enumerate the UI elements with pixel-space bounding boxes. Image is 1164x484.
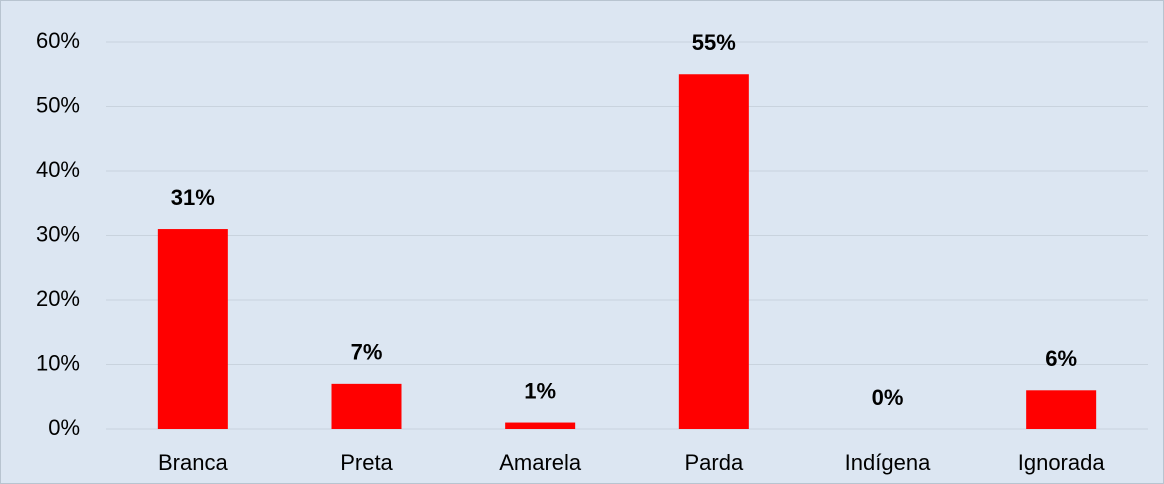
bar [1026,390,1097,429]
y-tick-label: 30% [36,221,80,246]
y-tick-label: 0% [48,415,80,440]
bar [678,74,749,429]
y-tick-label: 60% [36,28,80,53]
x-tick-label: Branca [158,450,228,475]
y-tick-label: 40% [36,157,80,182]
y-tick-label: 10% [36,350,80,375]
x-tick-label: Preta [340,450,393,475]
value-label: 55% [692,30,736,55]
value-label: 7% [351,340,383,365]
value-label: 0% [872,385,904,410]
x-tick-label: Parda [684,450,743,475]
bar [505,422,576,429]
y-tick-label: 20% [36,286,80,311]
value-label: 6% [1045,346,1077,371]
bar [157,229,228,429]
x-tick-label: Amarela [499,450,582,475]
bar [331,383,402,429]
y-tick-label: 50% [36,92,80,117]
value-label: 1% [524,378,556,403]
value-label: 31% [171,185,215,210]
x-tick-label: Ignorada [1018,450,1106,475]
x-tick-label: Indígena [845,450,931,475]
